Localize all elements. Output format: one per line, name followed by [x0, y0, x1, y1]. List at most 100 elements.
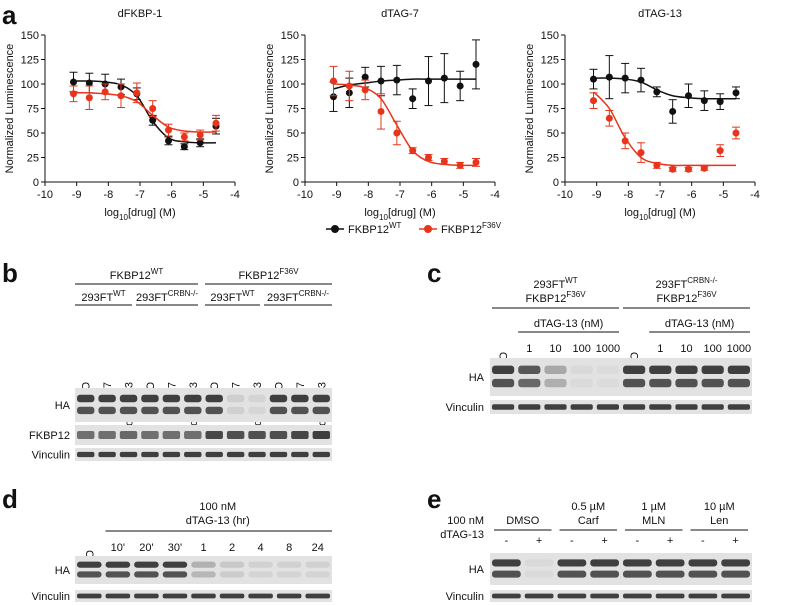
band: [518, 365, 541, 374]
band: [205, 406, 223, 415]
text-part: WT: [151, 267, 164, 276]
data-point: [621, 74, 629, 82]
band: [269, 406, 288, 415]
text-part: [drug] (M): [648, 207, 696, 219]
data-point: [361, 73, 369, 81]
sign-label: +: [601, 535, 607, 547]
text-part: CRBN-/-: [687, 276, 718, 285]
y-tick-label: 0: [33, 177, 39, 189]
row-label: HA: [55, 565, 71, 577]
x-tick-label: -4: [750, 189, 760, 201]
y-tick-label: 150: [21, 30, 39, 42]
data-point: [637, 76, 645, 84]
data-point: [653, 88, 661, 96]
time-label: 10': [111, 542, 125, 554]
data-point: [345, 82, 353, 90]
y-tick-label: 0: [293, 177, 299, 189]
data-point: [621, 137, 629, 145]
data-point: [440, 74, 448, 82]
data-point: [685, 165, 692, 173]
data-point: [180, 143, 188, 151]
text-part: FKBP12: [525, 293, 566, 305]
band: [98, 406, 116, 415]
band: [141, 406, 159, 415]
data-point: [196, 139, 204, 147]
band: [305, 571, 330, 578]
band: [701, 404, 724, 410]
data-point: [377, 107, 385, 115]
band: [312, 431, 330, 439]
y-tick-label: 75: [27, 104, 39, 116]
row-label: Vinculin: [32, 591, 70, 603]
chart-title: dTAG-7: [381, 8, 419, 20]
band: [544, 365, 567, 374]
fit-curve: [73, 80, 217, 144]
legend-marker: [424, 225, 432, 233]
text-part: 293FT: [81, 292, 113, 304]
band: [675, 404, 698, 410]
band: [191, 593, 216, 599]
group-label: FKBP12F36V: [656, 290, 717, 305]
y-axis-label: Normalized Luminescence: [4, 44, 16, 174]
band: [557, 593, 587, 599]
band: [597, 366, 619, 374]
band: [492, 378, 515, 388]
band: [226, 406, 245, 415]
row-label: FKBP12: [29, 430, 70, 442]
y-tick-label: 75: [287, 104, 299, 116]
band: [291, 431, 309, 439]
panel-letter: e: [427, 484, 441, 514]
band: [77, 593, 102, 599]
data-point: [361, 86, 369, 94]
band: [77, 394, 95, 403]
blot: [490, 553, 752, 585]
data-point: [590, 97, 597, 105]
data-point: [700, 97, 708, 105]
data-point: [590, 75, 597, 83]
group-label: 10 µM: [704, 501, 735, 513]
dose-label: 1: [657, 343, 663, 355]
blot: [490, 358, 752, 396]
band: [655, 559, 685, 567]
x-tick-label: -8: [103, 189, 113, 201]
band: [623, 570, 652, 578]
band: [119, 431, 138, 439]
group-label: DMSO: [506, 515, 539, 527]
text-part: [drug] (M): [128, 207, 176, 219]
panel-letter: b: [2, 258, 18, 288]
band: [492, 559, 521, 567]
sign-label: +: [667, 535, 673, 547]
band: [291, 406, 309, 415]
band: [492, 570, 521, 578]
data-point: [377, 77, 385, 85]
time-label: 30': [168, 542, 182, 554]
treatment-label: dTAG-13 (nM): [665, 318, 734, 330]
data-point: [149, 105, 157, 112]
fit-curve: [333, 78, 476, 90]
band: [134, 571, 159, 578]
band: [77, 406, 95, 415]
band: [623, 559, 652, 567]
band: [134, 593, 159, 599]
band: [248, 571, 273, 578]
data-point: [330, 77, 337, 85]
band: [226, 431, 245, 439]
y-tick-label: 50: [287, 128, 299, 140]
text-part: FKBP12: [348, 224, 389, 236]
data-point: [605, 73, 613, 81]
text-part: WT: [565, 276, 578, 285]
band: [701, 365, 724, 374]
band: [649, 404, 672, 410]
data-point: [653, 161, 661, 169]
x-tick-label: -10: [37, 189, 53, 201]
data-point: [440, 157, 448, 165]
band: [141, 431, 159, 439]
band: [248, 406, 266, 415]
x-tick-label: -9: [332, 189, 342, 201]
band: [524, 559, 554, 567]
x-tick-label: -6: [167, 189, 177, 201]
row-label: HA: [55, 400, 71, 412]
band: [119, 451, 138, 458]
dose-label: 100: [573, 343, 591, 355]
band: [219, 571, 245, 578]
